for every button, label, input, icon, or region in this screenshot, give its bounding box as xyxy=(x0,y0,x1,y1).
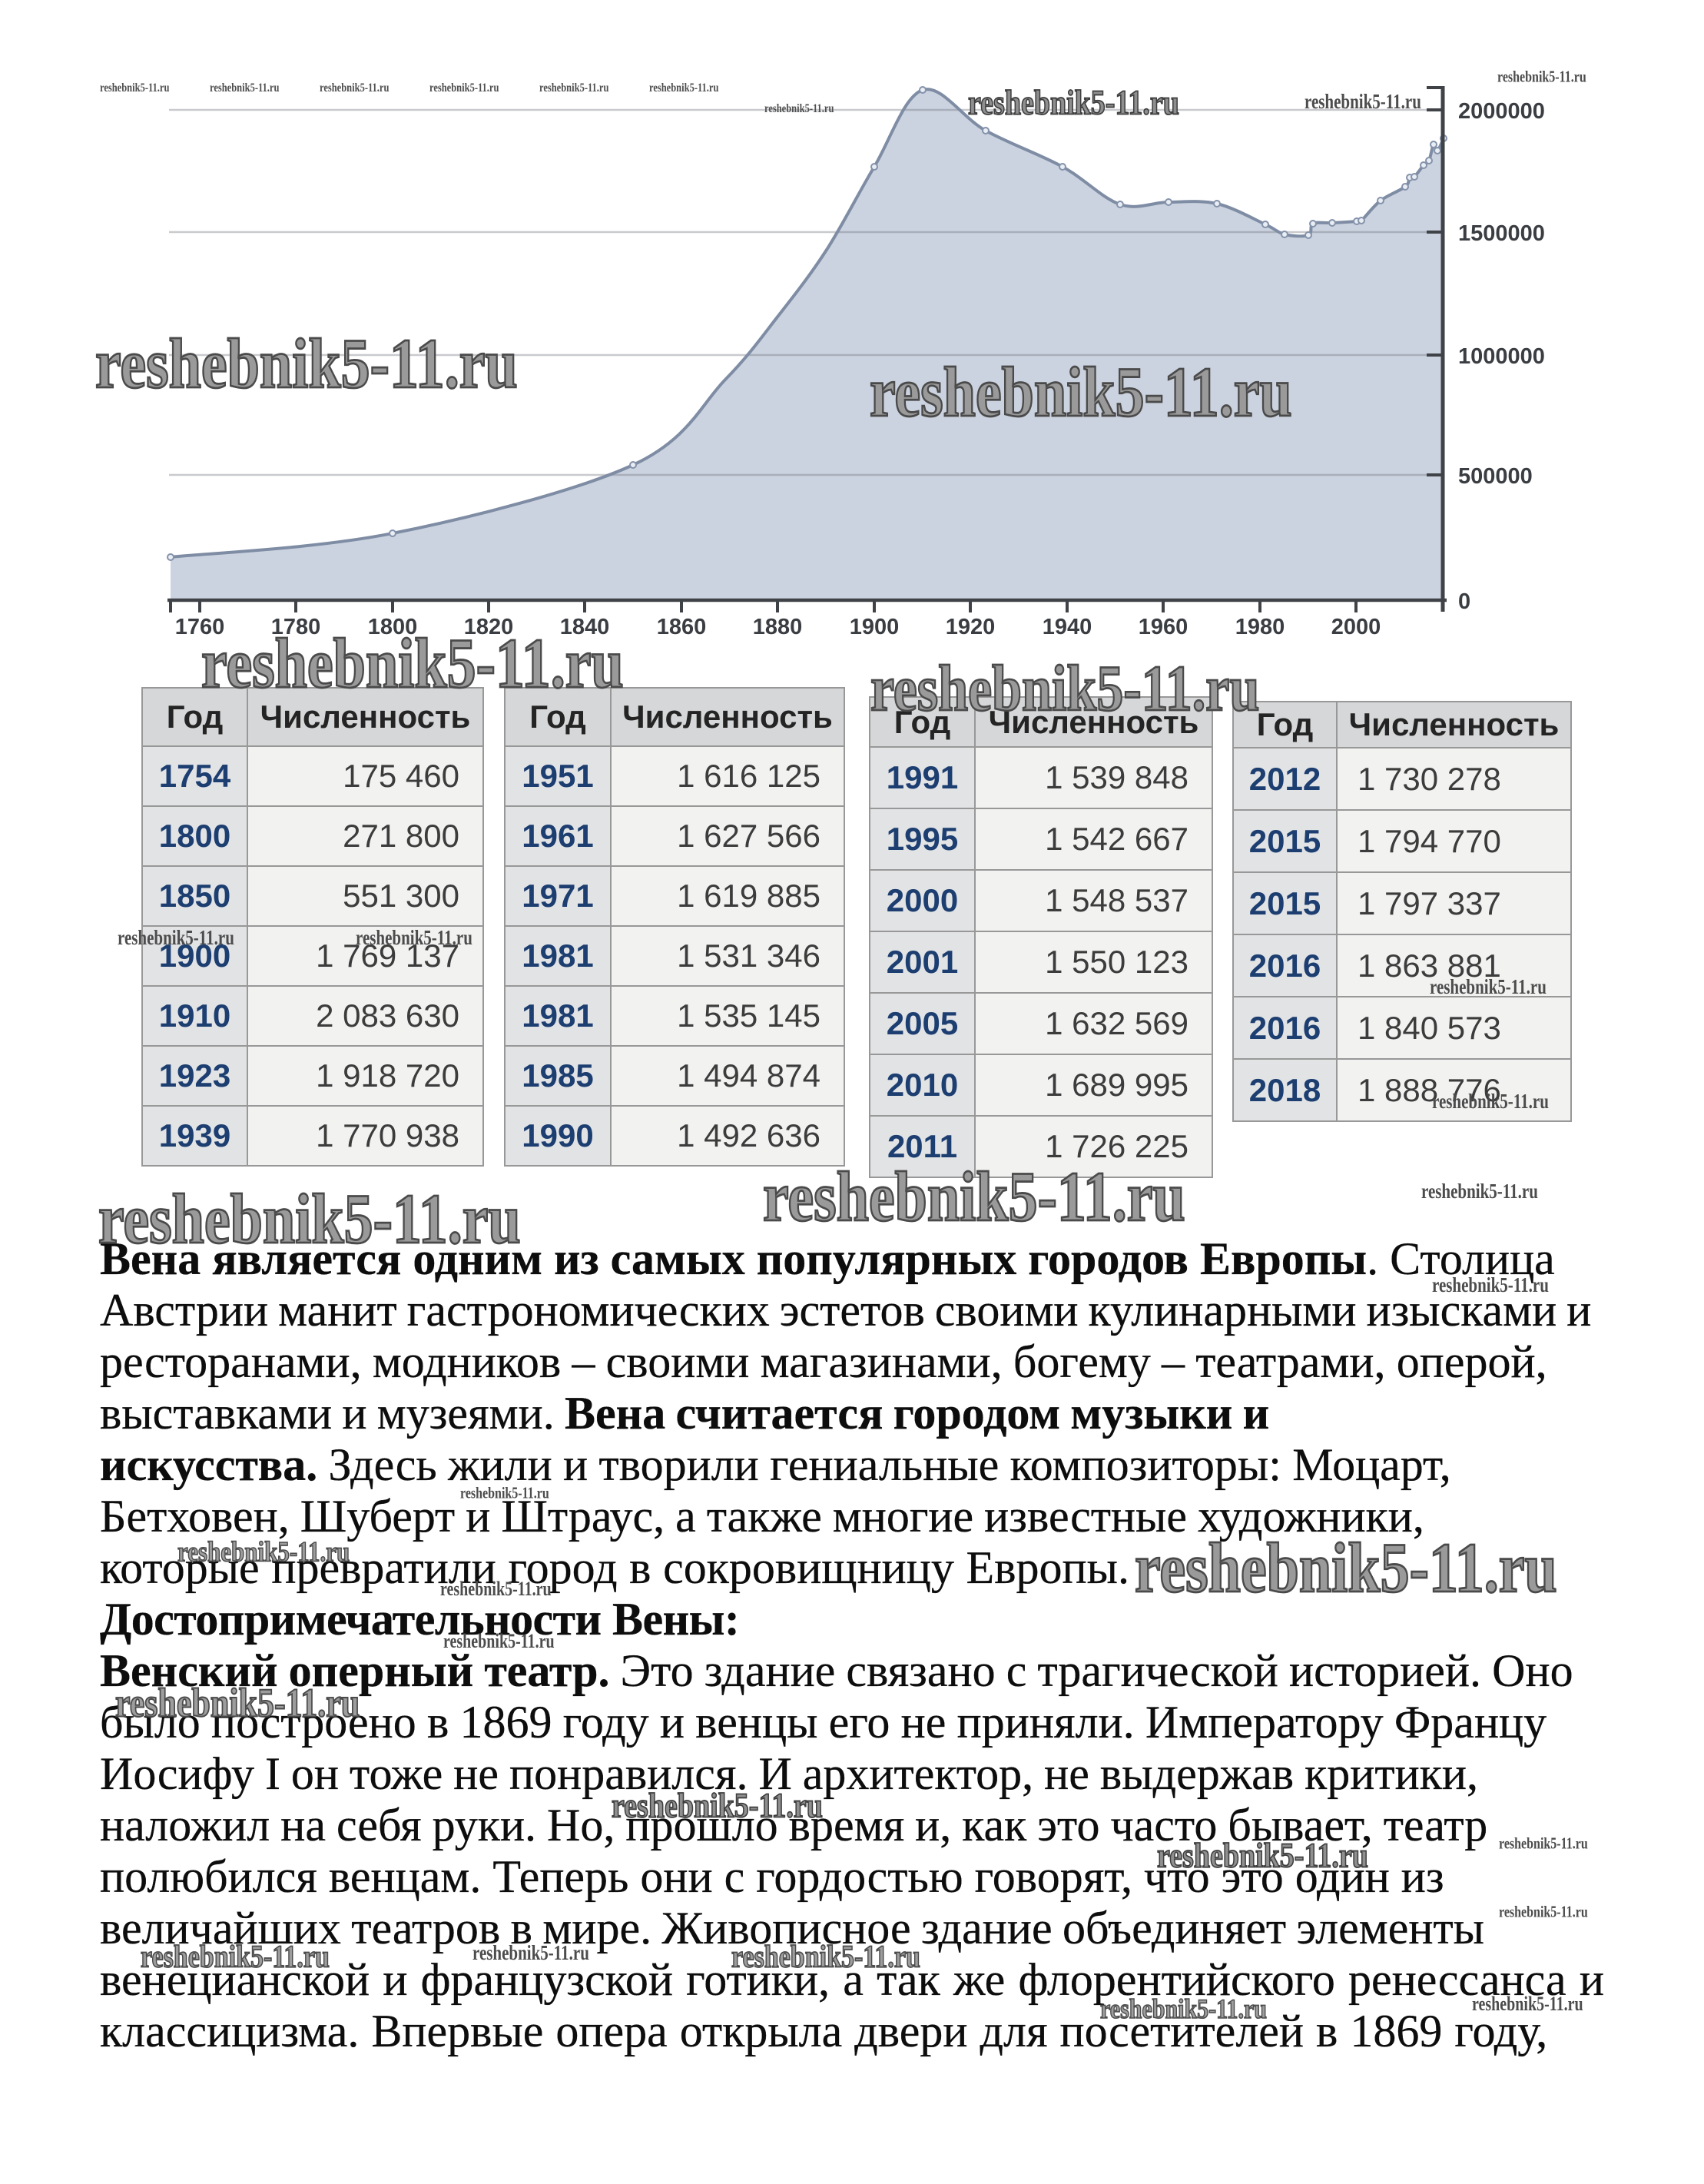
svg-text:1780: 1780 xyxy=(271,615,321,639)
svg-text:1920: 1920 xyxy=(946,615,996,639)
svg-text:1760: 1760 xyxy=(175,615,225,639)
svg-text:1800: 1800 xyxy=(368,615,418,639)
svg-text:1880: 1880 xyxy=(753,615,803,639)
svg-text:1500000: 1500000 xyxy=(1458,221,1545,246)
svg-text:1000000: 1000000 xyxy=(1458,344,1545,369)
svg-text:500000: 500000 xyxy=(1458,464,1533,489)
svg-text:1840: 1840 xyxy=(560,615,610,639)
svg-text:1960: 1960 xyxy=(1139,615,1188,639)
svg-text:0: 0 xyxy=(1458,589,1470,614)
svg-text:1940: 1940 xyxy=(1043,615,1092,639)
svg-text:1900: 1900 xyxy=(850,615,900,639)
svg-text:2000000: 2000000 xyxy=(1458,99,1545,124)
svg-text:1820: 1820 xyxy=(464,615,514,639)
svg-text:1980: 1980 xyxy=(1235,615,1285,639)
svg-text:2000: 2000 xyxy=(1331,615,1381,639)
svg-text:1860: 1860 xyxy=(657,615,707,639)
